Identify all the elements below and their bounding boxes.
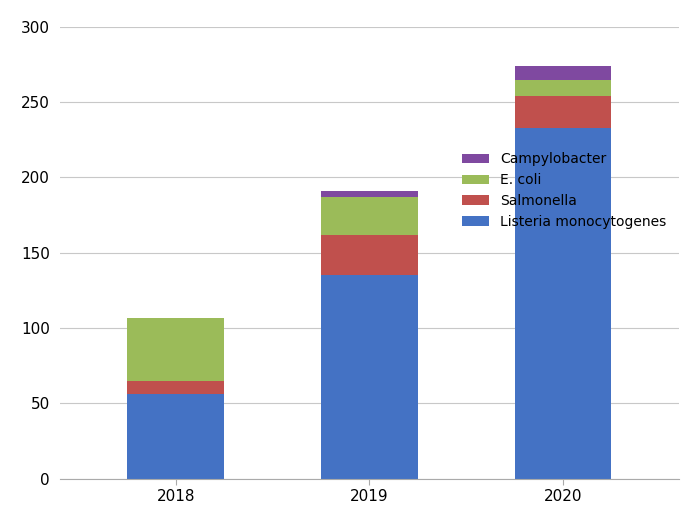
Legend: Campylobacter, E. coli, Salmonella, Listeria monocytogenes: Campylobacter, E. coli, Salmonella, List… — [456, 147, 672, 235]
Bar — [321, 235, 418, 276]
Bar — [127, 394, 224, 479]
Bar — [127, 318, 224, 381]
Bar — [514, 66, 611, 80]
Bar — [514, 80, 611, 96]
Bar — [514, 96, 611, 128]
Bar — [321, 191, 418, 197]
Bar — [127, 381, 224, 394]
Bar — [514, 128, 611, 479]
Bar — [321, 197, 418, 235]
Bar — [321, 276, 418, 479]
